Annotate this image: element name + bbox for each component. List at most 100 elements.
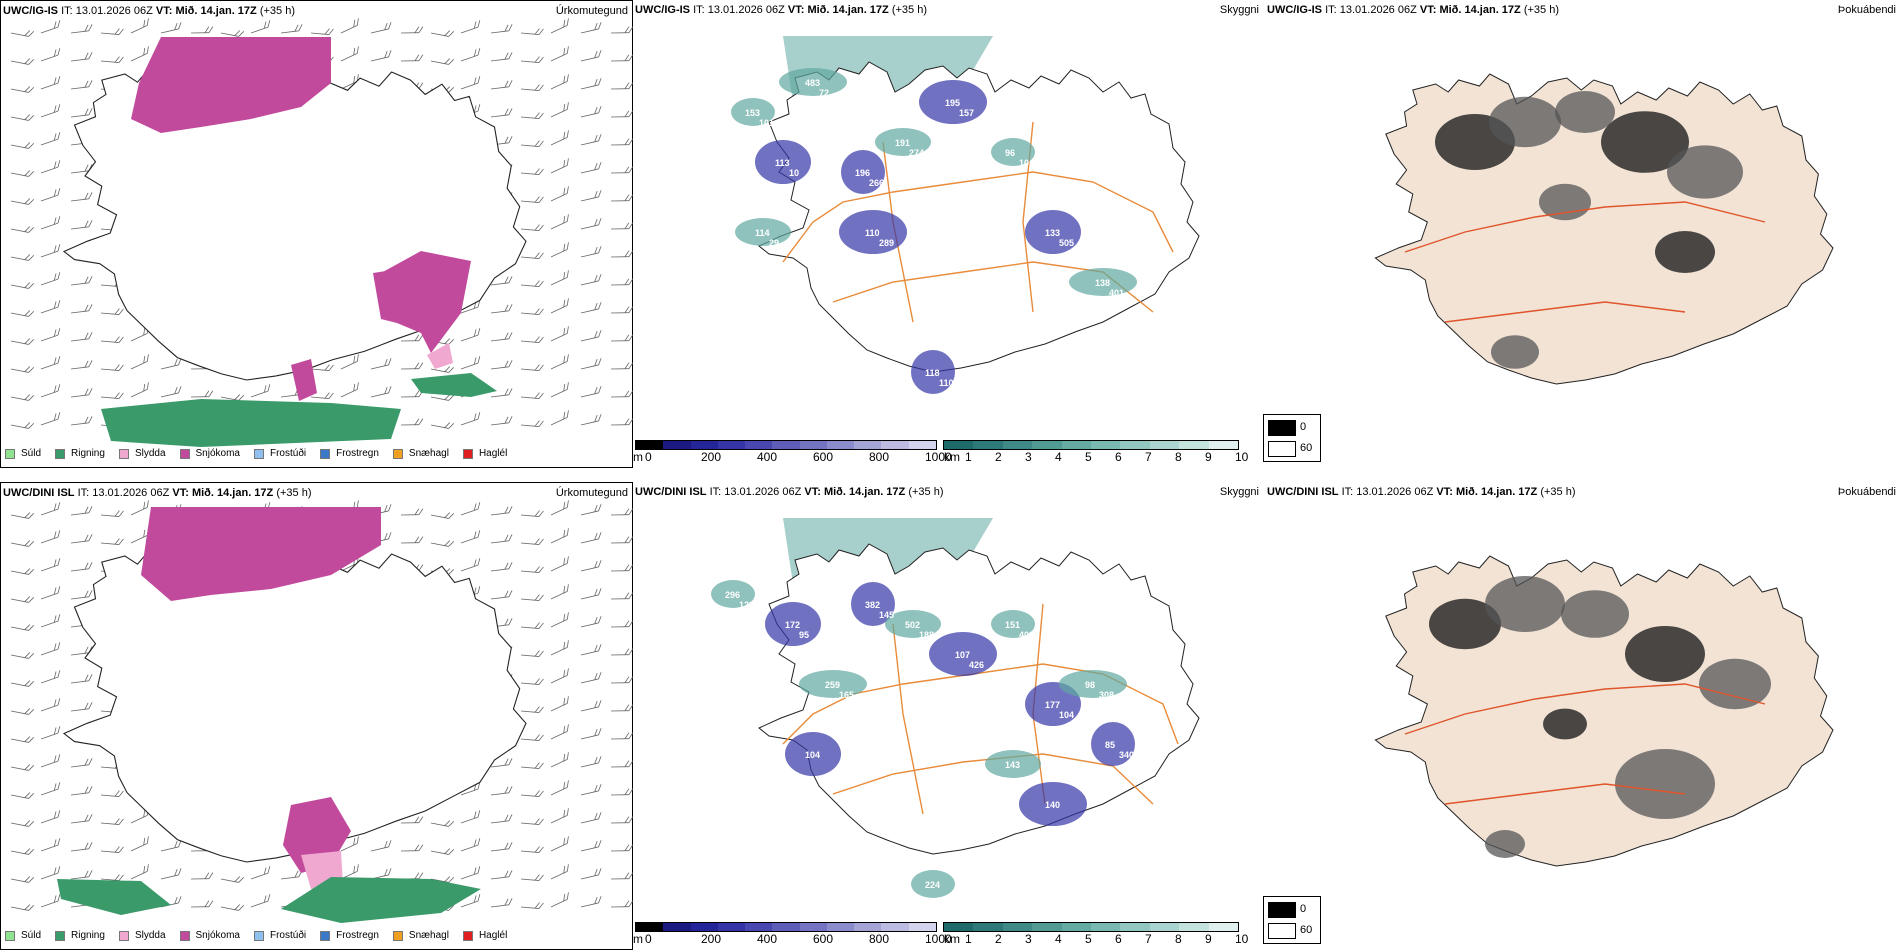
wind-barb bbox=[10, 764, 35, 771]
wind-barb bbox=[490, 360, 513, 370]
colorbar-tick: 600 bbox=[813, 450, 834, 464]
fog-cell bbox=[1615, 749, 1715, 819]
wind-barb bbox=[580, 218, 602, 230]
precip-legend-item: Súld bbox=[5, 930, 41, 941]
wind-barb bbox=[70, 416, 93, 426]
wind-barb bbox=[10, 254, 35, 261]
panel-header: UWC/DINI ISL IT: 13.01.2026 06Z VT: Mið.… bbox=[635, 486, 944, 498]
wind-barb bbox=[190, 872, 214, 880]
cloud-cell bbox=[711, 580, 755, 608]
rain-area bbox=[101, 399, 401, 447]
colorbar-tick: 0 bbox=[645, 932, 652, 946]
wind-barb bbox=[430, 848, 455, 855]
fog-map bbox=[1374, 555, 1834, 867]
model-name: UWC/DINI ISL bbox=[1267, 486, 1339, 498]
colorbar-unit: km bbox=[944, 932, 960, 946]
wind-barb bbox=[220, 904, 245, 911]
wind-barb bbox=[70, 702, 93, 712]
lead-time: (+35 h) bbox=[259, 5, 295, 17]
wind-barb bbox=[460, 328, 481, 342]
wind-barb bbox=[70, 52, 93, 62]
wind-barb bbox=[10, 226, 35, 233]
wind-barb bbox=[40, 866, 61, 880]
wind-barb bbox=[460, 356, 481, 370]
panel-header: UWC/IG-IS IT: 13.01.2026 06Z VT: Mið. 14… bbox=[1267, 4, 1559, 16]
wind-barb bbox=[610, 26, 634, 34]
wind-barb bbox=[40, 20, 61, 34]
colorbar-unit: km bbox=[944, 450, 960, 464]
wind-barb bbox=[460, 502, 481, 516]
wind-barb bbox=[340, 382, 359, 398]
model-name: UWC/DINI ISL bbox=[635, 486, 707, 498]
it-label: IT: bbox=[709, 486, 722, 498]
colorbar-swatch bbox=[772, 441, 800, 449]
wind-barb bbox=[340, 836, 359, 852]
wind-barb bbox=[10, 652, 35, 659]
colorbar-tick: 7 bbox=[1145, 450, 1152, 464]
wind-barb bbox=[550, 864, 569, 880]
wind-barb bbox=[10, 58, 35, 65]
colorbar-tick: 10 bbox=[1235, 932, 1249, 946]
colorbar-swatch bbox=[1032, 923, 1062, 931]
wind-barb bbox=[310, 364, 334, 371]
cloud-map bbox=[711, 518, 1200, 898]
wind-barb bbox=[370, 386, 392, 398]
cloud-base-label: 133 bbox=[1045, 228, 1061, 238]
panel-title: Þokuábendi bbox=[1837, 4, 1896, 16]
colorbar-swatch bbox=[636, 923, 664, 931]
wind-barb bbox=[40, 160, 61, 174]
wind-barb bbox=[490, 416, 513, 426]
wind-barb bbox=[610, 704, 634, 712]
wind-barb bbox=[550, 102, 569, 118]
fog-legend-value: 60 bbox=[1300, 442, 1313, 454]
wind-barb bbox=[490, 506, 513, 516]
colorbar-swatch bbox=[1061, 441, 1092, 449]
wind-barb bbox=[10, 540, 35, 547]
colorbar-tick: 800 bbox=[869, 450, 890, 464]
forecast-row: UWC/IG-IS IT: 13.01.2026 06Z VT: Mið. 14… bbox=[0, 0, 1900, 468]
wind-barb bbox=[70, 192, 93, 202]
wind-barb bbox=[70, 562, 93, 572]
wind-barb bbox=[580, 386, 602, 398]
wind-barb bbox=[430, 30, 455, 37]
fog-cell bbox=[1555, 91, 1615, 133]
wind-barb bbox=[10, 792, 35, 799]
legend-label: Slydda bbox=[134, 930, 166, 941]
wind-barb bbox=[430, 58, 455, 65]
wind-barb bbox=[40, 502, 61, 516]
cloud-base-label: 340 bbox=[1119, 750, 1135, 760]
sleet-area bbox=[427, 343, 453, 369]
panel-title: Skyggni bbox=[1219, 4, 1259, 16]
cloud-base-label: 274 bbox=[909, 148, 925, 158]
colorbar-tick: 8 bbox=[1175, 932, 1182, 946]
fog-cell bbox=[1667, 145, 1743, 199]
wind-barb bbox=[550, 242, 569, 258]
wind-barb bbox=[310, 392, 334, 399]
wind-barb bbox=[10, 142, 35, 149]
wind-barb bbox=[610, 844, 634, 852]
wind-barb bbox=[370, 358, 392, 370]
wind-barb bbox=[610, 788, 634, 796]
fog-cell bbox=[1489, 96, 1561, 148]
colorbar-swatch bbox=[663, 441, 691, 449]
colorbar-tick: 6 bbox=[1115, 450, 1122, 464]
cloud-base-label: 101 bbox=[759, 118, 775, 128]
wind-barb bbox=[610, 564, 634, 572]
cloud-base-label: 10 bbox=[789, 168, 800, 178]
legend-label: Haglél bbox=[478, 930, 508, 941]
fog-cell bbox=[1491, 335, 1539, 369]
cloud-base-label: 10 bbox=[1019, 158, 1030, 168]
legend-label: Súld bbox=[21, 930, 42, 941]
cloud-base-label: 195 bbox=[945, 98, 961, 108]
model-name: UWC/IG-IS bbox=[635, 4, 690, 16]
wind-barb bbox=[40, 642, 61, 656]
legend-swatch bbox=[118, 930, 129, 941]
wind-barb bbox=[160, 22, 182, 34]
wind-barb bbox=[490, 898, 513, 908]
it-value: 13.01.2026 06Z bbox=[724, 486, 802, 498]
cloud-base-label: 296 bbox=[725, 590, 741, 600]
cloud-base-label: 408 bbox=[1019, 630, 1035, 640]
colorbar-tick: 5 bbox=[1085, 932, 1092, 946]
wind-barb bbox=[70, 870, 93, 880]
it-value: 13.01.2026 06Z bbox=[75, 5, 153, 17]
